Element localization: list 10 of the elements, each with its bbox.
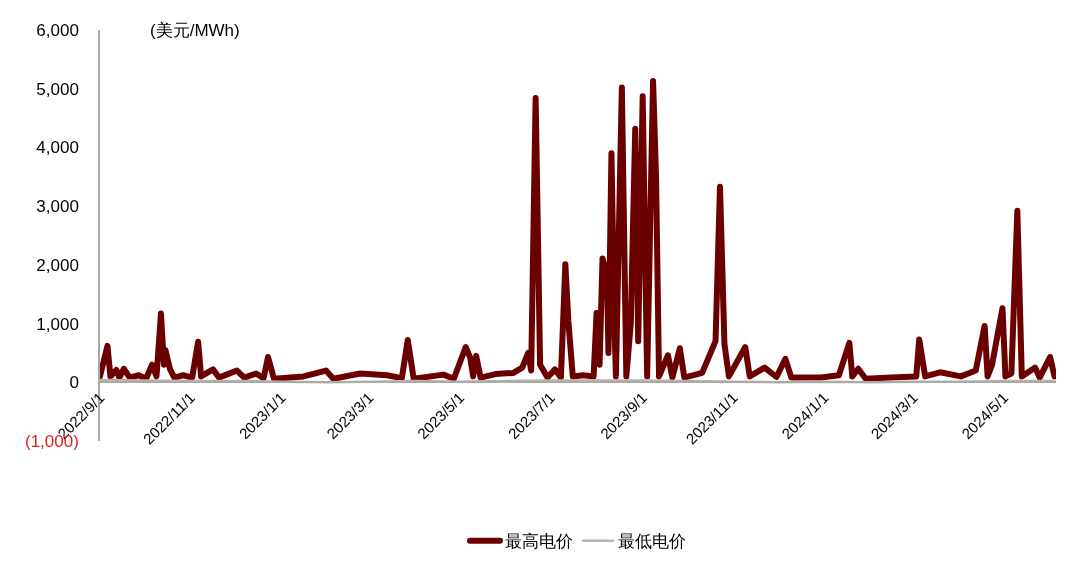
- y-tick-label: 1,000: [36, 314, 79, 334]
- y-tick-label: 3,000: [36, 197, 79, 217]
- y-tick-label: 6,000: [36, 20, 79, 40]
- y-tick-label: 0: [69, 373, 79, 393]
- y-tick-label: 2,000: [36, 255, 79, 275]
- legend-label: 最低电价: [618, 532, 686, 552]
- y-tick-label: 4,000: [36, 138, 79, 158]
- y-axis-title: (美元/MWh): [150, 21, 240, 40]
- y-tick-label: 5,000: [36, 79, 79, 99]
- legend-label: 最高电价: [505, 532, 573, 552]
